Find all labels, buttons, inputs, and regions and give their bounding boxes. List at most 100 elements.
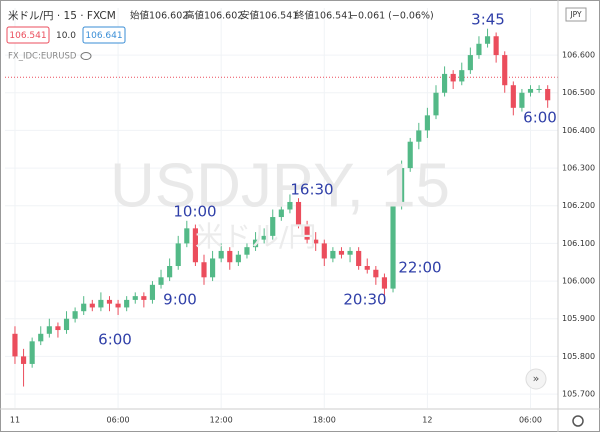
candle-body <box>416 130 422 142</box>
x-tick-label: 12:00 <box>210 416 233 425</box>
candle-body <box>304 224 310 240</box>
candle-body <box>442 73 448 93</box>
candle-body <box>356 250 362 267</box>
y-tick-label: 106.000 <box>562 277 595 286</box>
spread: 10.0 <box>56 31 76 41</box>
annotation: 9:00 <box>163 291 197 309</box>
open: 始値106.602 <box>130 10 188 22</box>
y-tick-label: 105.700 <box>562 390 595 399</box>
candle-body <box>270 217 276 236</box>
annotation: 20:30 <box>343 291 386 309</box>
eye-icon[interactable] <box>80 52 92 60</box>
candle-body <box>278 209 284 218</box>
x-tick-label: 18:00 <box>313 416 336 425</box>
candle-body <box>287 201 293 210</box>
y-tick-label: 106.200 <box>562 201 595 210</box>
currency: JPY <box>569 10 582 19</box>
candle-body <box>81 303 87 312</box>
plot <box>5 8 558 408</box>
candle-body <box>192 228 198 263</box>
candle-body <box>38 333 44 342</box>
settings-icon[interactable] <box>572 415 584 427</box>
candle-body <box>235 254 241 263</box>
candle-body <box>201 262 207 278</box>
candle-body <box>399 168 405 206</box>
compare-symbol: FX_IDC:EURUSD <box>8 52 77 62</box>
candle-body <box>124 299 130 308</box>
candle-body <box>29 341 35 364</box>
candle-body <box>175 243 181 267</box>
low: 安値106.541 <box>240 10 298 22</box>
close: 終値106.541 <box>295 10 353 22</box>
sell-button[interactable] <box>6 26 50 44</box>
candle-body <box>536 88 542 90</box>
candle-body <box>63 318 70 331</box>
candle-body <box>459 70 465 82</box>
candle-body <box>502 55 508 86</box>
scroll-button[interactable] <box>525 368 547 390</box>
candle-body <box>364 266 370 270</box>
buy-button[interactable] <box>82 26 126 44</box>
currency-box <box>565 7 587 22</box>
y-tick-label: 105.800 <box>562 352 595 361</box>
x-tick-label: 06:00 <box>519 416 542 425</box>
candle-body <box>72 311 78 319</box>
candle-body <box>184 228 190 244</box>
annotation: 16:30 <box>290 181 333 199</box>
y-tick-label: 106.400 <box>562 126 595 135</box>
y-tick-label: 105.900 <box>562 314 595 323</box>
bid[interactable]: 106.541 <box>9 31 46 41</box>
candle-body <box>89 303 95 308</box>
candle-body <box>433 92 439 116</box>
candle-body <box>244 247 250 255</box>
candle-body <box>149 284 156 300</box>
candle-body <box>227 250 233 263</box>
candle-body <box>493 36 499 56</box>
candle-body <box>476 43 482 56</box>
x-tick-label: 06:00 <box>107 416 130 425</box>
candle-body <box>46 326 52 334</box>
candle-body <box>484 36 491 44</box>
candle-body <box>20 356 27 364</box>
candle-body <box>252 239 259 248</box>
candle-body <box>545 88 551 101</box>
x-tick-label: 11 <box>10 416 20 425</box>
candle-body <box>115 303 121 308</box>
candle-body <box>106 299 113 304</box>
annotation: 6:00 <box>98 331 132 349</box>
candle-body <box>390 205 396 289</box>
candle-body <box>338 250 345 255</box>
candle-body <box>132 296 138 300</box>
candle-body <box>210 258 216 278</box>
candle-body <box>467 55 473 71</box>
candle-body <box>218 250 224 259</box>
candle-body <box>450 73 456 82</box>
ask[interactable]: 106.641 <box>85 31 122 41</box>
scroll-icon[interactable]: » <box>533 372 540 385</box>
candle-body <box>158 277 164 285</box>
change: −0.061 (−0.06%) <box>350 11 434 22</box>
candle-body <box>141 296 147 300</box>
symbol[interactable]: 米ドル/円 · 15 · FXCM <box>8 9 116 22</box>
candle-body <box>347 250 353 255</box>
candle-body <box>373 269 379 278</box>
candle-body <box>98 299 104 308</box>
candle-body <box>321 243 327 259</box>
y-tick-label: 106.500 <box>562 88 595 97</box>
candle-body <box>527 88 534 93</box>
candle-body <box>12 333 18 357</box>
candle-body <box>330 250 336 259</box>
candle-body <box>519 92 525 108</box>
candle-body <box>167 266 173 278</box>
candle-body <box>313 239 319 244</box>
annotation: 6:00 <box>523 109 557 127</box>
candle-body <box>381 277 388 289</box>
x-tick-label: 12 <box>422 416 432 425</box>
candle-body <box>510 85 516 108</box>
y-tick-label: 106.100 <box>562 239 595 248</box>
y-tick-label: 106.600 <box>562 51 595 60</box>
annotation: 10:00 <box>173 203 216 221</box>
watermark-sub: 米ドル/円 <box>195 220 316 253</box>
watermark: USDJPY, 15 <box>110 151 450 220</box>
